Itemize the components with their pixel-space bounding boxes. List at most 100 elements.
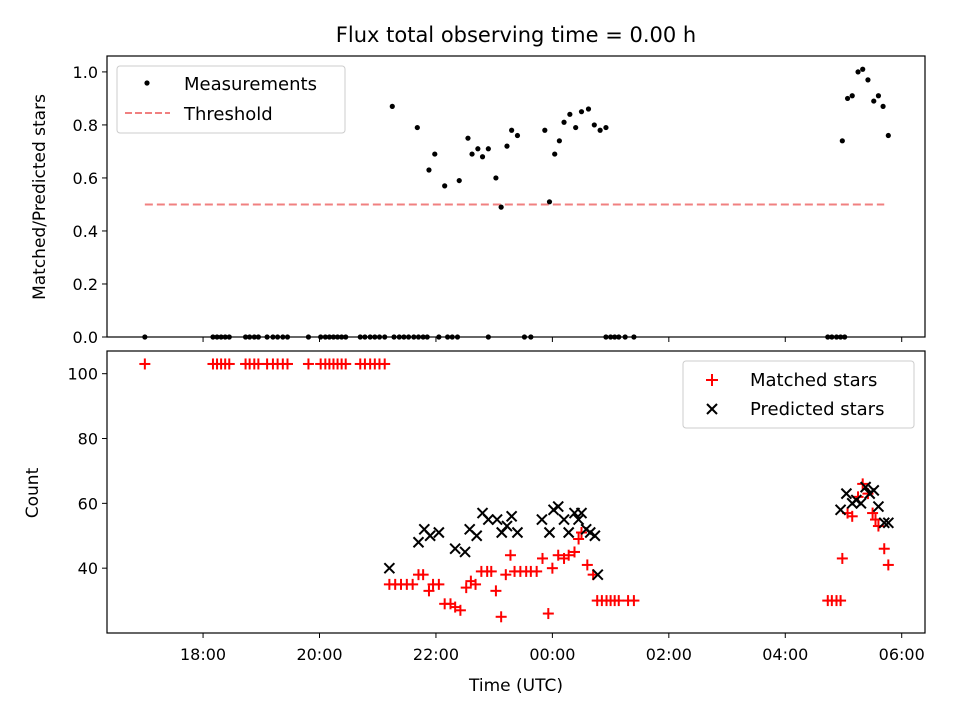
measurement-point: [597, 127, 603, 133]
legend-threshold-label: Threshold: [183, 104, 273, 125]
bottom-y-tick-label: 100: [67, 365, 98, 384]
predicted-star-point: [412, 536, 425, 548]
measurement-point: [479, 154, 486, 160]
predicted-star-point: [501, 520, 513, 532]
predicted-star-point: [482, 513, 495, 526]
top-y-tick-label: 0.0: [73, 328, 98, 347]
predicted-star-point: [882, 517, 895, 529]
bottom-panel: 40 60 80 100 18:00 20:00 22:00 00:00 02:00 04:00…: [23, 350, 926, 696]
matched-star-point: [882, 559, 894, 571]
matched-star-point: [504, 549, 516, 561]
measurement-point: [556, 138, 562, 144]
measurement-point: [855, 69, 861, 75]
matched-star-point: [139, 358, 151, 370]
measurement-point: [514, 132, 521, 139]
predicted-star-point: [562, 526, 575, 539]
bottom-x-tick-label: 22:00: [413, 645, 459, 664]
matched-star-point: [433, 578, 445, 590]
matched-star-point: [836, 552, 848, 564]
predicted-star-point: [572, 513, 585, 526]
matched-star-point: [281, 358, 293, 370]
legend-measurements-label: Measurements: [184, 74, 317, 95]
measurement-point: [865, 77, 871, 83]
matched-star-point: [495, 611, 507, 623]
top-y-axis-label: Matched/Predicted stars: [30, 94, 50, 300]
predicted-star-point: [868, 484, 880, 497]
matched-star-point: [878, 543, 890, 555]
matched-star-point: [485, 565, 497, 577]
measurement-point: [849, 93, 855, 99]
top-legend-box: [116, 65, 346, 134]
measurement-point: [573, 124, 579, 131]
predicted-star-point: [558, 513, 570, 526]
matched-star-point: [223, 358, 235, 370]
legend-matched-marker: [706, 374, 718, 386]
predicted-star-point: [552, 500, 564, 513]
measurement-point: [493, 175, 499, 181]
measurement-point: [885, 132, 891, 139]
legend-predicted-label: Predicted stars: [750, 399, 884, 420]
predicted-star-point: [592, 568, 604, 581]
matched-star-point: [870, 514, 882, 526]
measurement-point: [498, 204, 504, 210]
matched-star-point: [563, 549, 575, 561]
top-y-tick-label: 0.4: [73, 222, 98, 241]
top-y-tick-label: 0.6: [73, 169, 98, 188]
bottom-axes-frame: [106, 350, 926, 634]
measurement-point: [578, 109, 585, 115]
measurement-point: [567, 111, 573, 117]
measurement-point: [414, 124, 420, 131]
bottom-x-tick-label: 18:00: [180, 645, 226, 664]
matched-star-point: [546, 562, 558, 574]
matched-star-point: [379, 358, 391, 370]
matched-star-point: [500, 569, 512, 581]
legend-measurements-marker: [144, 80, 150, 86]
matched-star-point: [460, 582, 472, 594]
predicted-star-point: [575, 507, 588, 519]
measurement-point: [542, 127, 548, 133]
bottom-y-tick-label: 40: [78, 559, 98, 578]
predicted-star-point: [872, 500, 885, 513]
predicted-star-point: [859, 481, 872, 493]
matched-star-point: [835, 595, 847, 607]
top-panel: 0.0 0.2 0.4 0.6 0.8 1.0 Matched/Predicted sta…: [30, 55, 926, 347]
matched-star-point: [423, 585, 435, 597]
measurement-point: [426, 167, 432, 173]
predicted-star-point: [449, 543, 461, 555]
matched-star-point: [581, 559, 593, 571]
matched-star-point: [613, 595, 625, 607]
predicted-star-point: [433, 526, 445, 539]
predicted-star-point: [470, 530, 483, 542]
matched-star-point: [340, 358, 352, 370]
measurement-point: [432, 151, 438, 157]
predicted-star-point: [878, 517, 890, 529]
matched-star-point: [490, 585, 502, 597]
matched-star-point: [542, 608, 554, 620]
top-axes-frame: [106, 55, 926, 338]
measurement-point: [485, 146, 491, 152]
top-y-tick-label: 0.2: [73, 275, 98, 294]
matched-star-point: [552, 549, 564, 561]
bottom-x-tick-label: 00:00: [529, 645, 575, 664]
measurement-point: [465, 135, 471, 141]
matched-star-point: [454, 604, 466, 616]
predicted-star-point: [491, 513, 503, 526]
top-y-tick-label: 0.8: [73, 116, 98, 135]
predicted-star-point: [459, 546, 471, 558]
matched-star-point: [628, 595, 640, 607]
bottom-x-tick-label: 20:00: [296, 645, 342, 664]
bottom-y-tick-label: 60: [78, 494, 98, 513]
measurement-point: [509, 127, 515, 133]
matched-star-point: [407, 578, 419, 590]
chart-title: Flux total observing time = 0.00 h: [336, 23, 696, 47]
top-y-tick-label: 1.0: [73, 63, 98, 82]
predicted-star-point: [505, 510, 518, 523]
predicted-star-point: [589, 530, 601, 542]
predicted-star-point: [383, 562, 396, 574]
matched-star-point: [531, 565, 543, 577]
legend-predicted-marker: [706, 403, 718, 415]
top-legend: Measurements Threshold: [116, 65, 346, 134]
measurement-point: [389, 103, 395, 109]
matched-star-point: [846, 510, 858, 522]
